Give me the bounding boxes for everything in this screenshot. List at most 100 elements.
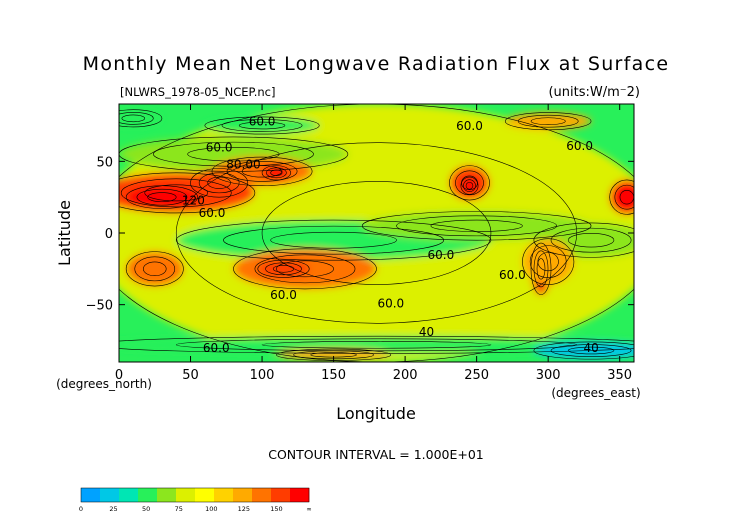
contour-line-11-2 [465, 181, 474, 190]
x-tick-label-5: 250 [464, 368, 489, 383]
flux-region-23 [119, 109, 162, 127]
contour-line-8-1 [226, 161, 298, 182]
colorbar-frame [80, 487, 310, 503]
contour-label-6: 60.0 [199, 206, 226, 220]
contour-line-3-1 [550, 227, 632, 253]
contour-line-4-1 [153, 141, 314, 167]
contour-line-3-2 [567, 232, 615, 248]
contour-line-22-1 [517, 114, 579, 128]
y-axis-unit: (degrees_north) [56, 377, 152, 391]
y-tick-label-1: 0 [105, 227, 113, 242]
contour-label-11: 40 [419, 325, 434, 339]
colorbar-tick-label-4: 100 [205, 505, 217, 513]
contour-line-10-1 [455, 170, 484, 196]
contour-lines [119, 104, 634, 362]
contour-line-0-2 [261, 181, 492, 285]
contour-line-3-0 [533, 222, 634, 258]
contour-line-2-1 [396, 215, 558, 237]
colorbar-swatch-3 [138, 488, 158, 502]
contour-interval-note: CONTOUR INTERVAL = 1.000E+01 [268, 447, 484, 462]
contour-line-19-1 [550, 344, 632, 357]
contour-line-4-2 [187, 146, 280, 162]
contour-label-4: 60.0 [566, 139, 593, 153]
colorbar-swatch-8 [233, 488, 253, 502]
colorbar [80, 487, 310, 503]
contour-line-16-2 [536, 258, 546, 280]
contour-line-16-1 [533, 250, 549, 288]
contour-line-15-0 [257, 259, 310, 278]
colorbar-tick-label-1: 25 [109, 505, 117, 513]
contour-label-13: 40 [583, 341, 598, 355]
x-axis-title: Longitude [336, 404, 416, 423]
x-tick-label-1: 50 [182, 368, 199, 383]
contour-line-6-0 [125, 185, 198, 209]
colorbar-tick-label-0: 0 [79, 505, 83, 513]
contour-line-1-2 [270, 231, 397, 249]
colorbar-swatch-7 [214, 488, 234, 502]
contour-line-21-0 [204, 116, 320, 135]
colorbar-swatch-11 [290, 488, 310, 502]
contour-label-5: 120 [182, 193, 205, 207]
colorbar-swatch-0 [81, 488, 101, 502]
contour-line-16-0 [530, 242, 552, 295]
colorbar-swatch-6 [195, 488, 215, 502]
contour-line-8-0 [211, 156, 313, 187]
contour-line-19-2 [567, 346, 615, 355]
contour-line-9-2 [270, 169, 283, 176]
colorbar-swatch-2 [119, 488, 139, 502]
x-tick-label-0: 0 [115, 368, 123, 383]
contour-line-7-0 [190, 168, 249, 198]
contour-line-23-0 [119, 109, 163, 128]
contour-label-1: 60.0 [456, 119, 483, 133]
colorbar-tick-label-3: 75 [175, 505, 183, 513]
contour-line-4-0 [119, 136, 349, 172]
colorbar-tick-label-6: 150 [270, 505, 282, 513]
contour-line-5-1 [120, 178, 232, 208]
contour-line-14-1 [254, 254, 356, 284]
colorbar-tick-label-7: ∞ [306, 505, 311, 513]
contour-line-15-2 [272, 265, 295, 273]
colorbar-tick-label-5: 125 [238, 505, 250, 513]
contour-line-2-0 [361, 211, 592, 241]
y-tick-label-2: −50 [86, 299, 113, 314]
contour-line-6-2 [147, 192, 177, 203]
x-tick-label-2: 100 [250, 368, 275, 383]
contour-line-23-2 [121, 114, 146, 123]
colorbar-swatch-5 [176, 488, 196, 502]
y-axis-title: Latitude [55, 200, 74, 266]
colorbar-tick-label-2: 50 [142, 505, 150, 513]
y-axis-ticks: 50 0 −50 [86, 155, 634, 314]
contour-line-1-1 [223, 225, 445, 255]
contour-line-12-0 [609, 179, 634, 215]
units-label: (units:W/m⁻2) [548, 85, 640, 100]
contour-line-18-2 [261, 341, 492, 349]
contour-label-10: 60.0 [377, 297, 404, 311]
contour-label-3: 80.00 [226, 158, 260, 172]
contour-line-5-0 [119, 172, 256, 214]
contour-line-17-2 [537, 252, 559, 272]
contour-line-11-0 [460, 176, 479, 195]
contour-label-9: 60.0 [270, 288, 297, 302]
x-axis-unit: (degrees_east) [551, 386, 640, 400]
contour-line-6-1 [136, 188, 188, 206]
contour-line-17-1 [529, 245, 567, 279]
colorbar-ticks: 0 25 50 75 100 125 150 ∞ [79, 505, 312, 513]
contour-line-14-0 [233, 248, 377, 290]
source-file-label: [NLWRS_1978-05_NCEP.nc] [120, 85, 275, 99]
contour-label-0: 60.0 [249, 115, 276, 129]
contour-line-19-0 [533, 341, 634, 360]
x-axis-ticks: 0 50 100 150 200 250 300 350 [115, 104, 632, 383]
y-tick-label-0: 50 [96, 155, 113, 170]
contour-line-15-1 [265, 262, 302, 276]
contour-line-12-1 [614, 184, 634, 210]
contour-line-13-1 [134, 256, 176, 282]
chart-title: Monthly Mean Net Longwave Radiation Flux… [83, 53, 670, 75]
contour-line-21-1 [221, 119, 303, 132]
colorbar-swatch-10 [271, 488, 291, 502]
contour-line-23-1 [119, 112, 154, 125]
contour-labels: 60.0 60.060.080.0060.012060.060.060.060.0… [182, 115, 599, 355]
contour-label-7: 60.0 [428, 248, 455, 262]
contour-line-9-0 [261, 165, 291, 181]
contour-line-9-1 [266, 167, 287, 179]
